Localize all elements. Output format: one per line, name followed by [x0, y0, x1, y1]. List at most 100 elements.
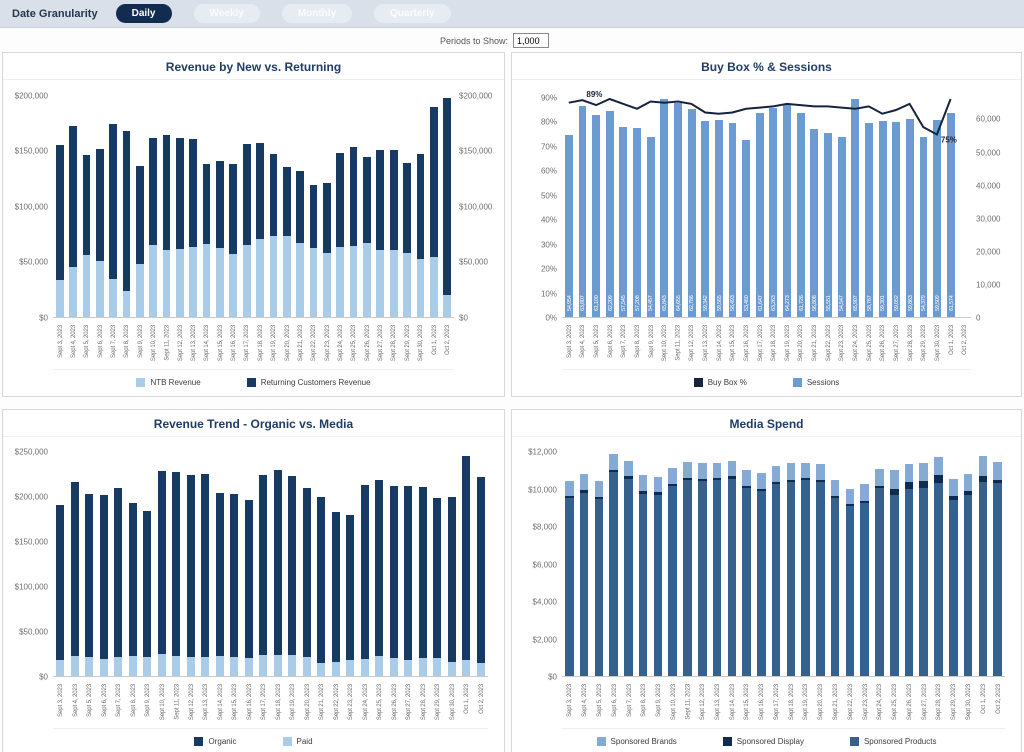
bar-segment-sponsored-display[interactable]: [889, 489, 899, 495]
bar-segment-paid[interactable]: [404, 659, 413, 676]
bar-segment-paid[interactable]: [302, 657, 311, 676]
bar-segment-ntb-revenue[interactable]: [376, 250, 385, 317]
bar-segment-sponsored-brands[interactable]: [904, 463, 914, 482]
bar-segment-organic[interactable]: [433, 497, 442, 659]
bar-segment-paid[interactable]: [172, 656, 181, 676]
legend-item[interactable]: NTB Revenue: [136, 378, 201, 387]
bar[interactable]: [114, 488, 123, 676]
bar[interactable]: [172, 471, 181, 676]
bar[interactable]: [673, 103, 682, 317]
granularity-quarterly-button[interactable]: Quarterly: [374, 4, 451, 23]
bar-segment-sponsored-brands[interactable]: [786, 463, 796, 480]
bar-segment-sponsored-brands[interactable]: [919, 462, 929, 481]
bar[interactable]: [288, 476, 297, 676]
bar-segment-sessions[interactable]: [769, 107, 778, 317]
bar-segment-sponsored-display[interactable]: [594, 497, 604, 500]
bar[interactable]: [592, 114, 601, 317]
bar-segment-ntb-revenue[interactable]: [135, 263, 144, 317]
bar[interactable]: [216, 161, 224, 317]
bar-segment-paid[interactable]: [114, 657, 123, 676]
bar-segment-returning-customers-revenue[interactable]: [69, 125, 77, 267]
bar[interactable]: [202, 163, 211, 317]
bar-segment-paid[interactable]: [157, 654, 166, 676]
bar-segment-returning-customers-revenue[interactable]: [162, 134, 171, 251]
bar-segment-sponsored-brands[interactable]: [638, 474, 648, 492]
bar-segment-paid[interactable]: [128, 656, 137, 676]
bar-segment-organic[interactable]: [128, 503, 137, 657]
bar-segment-organic[interactable]: [317, 497, 326, 663]
bar[interactable]: [934, 457, 943, 676]
bar[interactable]: [443, 98, 451, 317]
bar-segment-sponsored-brands[interactable]: [742, 470, 751, 486]
bar-segment-sponsored-products[interactable]: [624, 478, 633, 676]
bar[interactable]: [135, 165, 144, 317]
bar[interactable]: [375, 479, 384, 676]
bar[interactable]: [830, 479, 840, 676]
legend-item[interactable]: Paid: [282, 737, 313, 746]
bar-segment-paid[interactable]: [259, 655, 268, 676]
bar-segment-returning-customers-revenue[interactable]: [122, 131, 131, 292]
bar-segment-returning-customers-revenue[interactable]: [349, 147, 358, 246]
bar-segment-paid[interactable]: [201, 657, 210, 676]
bar-segment-returning-customers-revenue[interactable]: [109, 123, 117, 280]
bar[interactable]: [771, 465, 781, 676]
bar-segment-sponsored-display[interactable]: [638, 491, 648, 494]
bar[interactable]: [904, 463, 914, 676]
bar[interactable]: [609, 454, 618, 676]
bar-segment-ntb-revenue[interactable]: [349, 245, 358, 317]
bar-segment-sponsored-products[interactable]: [668, 486, 678, 676]
bar[interactable]: [189, 139, 198, 317]
bar[interactable]: [755, 113, 764, 317]
bar[interactable]: [594, 480, 604, 676]
bar[interactable]: [389, 486, 398, 676]
bar[interactable]: [714, 119, 723, 317]
bar-segment-paid[interactable]: [433, 658, 442, 676]
bar-segment-sessions[interactable]: [905, 118, 914, 317]
bar[interactable]: [701, 120, 710, 317]
bar-segment-sessions[interactable]: [810, 129, 819, 317]
bar-segment-ntb-revenue[interactable]: [202, 243, 211, 317]
bar-segment-paid[interactable]: [462, 659, 471, 676]
bar-segment-sponsored-display[interactable]: [963, 490, 973, 495]
bar-segment-paid[interactable]: [143, 657, 152, 676]
bar-segment-paid[interactable]: [186, 657, 195, 676]
bar-segment-paid[interactable]: [476, 662, 485, 676]
bar-segment-organic[interactable]: [360, 485, 369, 659]
bar[interactable]: [783, 104, 792, 317]
bar[interactable]: [201, 473, 210, 676]
bar[interactable]: [683, 461, 692, 676]
bar-segment-sponsored-products[interactable]: [875, 487, 884, 676]
bar[interactable]: [429, 107, 438, 317]
bar[interactable]: [619, 126, 628, 317]
bar-segment-sponsored-products[interactable]: [683, 480, 692, 676]
bar[interactable]: [70, 481, 79, 676]
bar-segment-sponsored-display[interactable]: [712, 478, 722, 481]
bar-segment-organic[interactable]: [215, 492, 224, 657]
bar-segment-organic[interactable]: [259, 475, 268, 656]
bar-segment-sponsored-brands[interactable]: [579, 473, 589, 491]
bar-segment-sessions[interactable]: [728, 123, 737, 317]
bar-segment-sponsored-products[interactable]: [978, 482, 988, 676]
bar-segment-organic[interactable]: [143, 510, 152, 658]
bar-segment-organic[interactable]: [476, 477, 485, 663]
bar-segment-sessions[interactable]: [946, 113, 955, 317]
bar-segment-sponsored-brands[interactable]: [757, 473, 766, 489]
bar-segment-sponsored-products[interactable]: [609, 472, 618, 676]
bar-segment-sponsored-products[interactable]: [786, 482, 796, 676]
bar-segment-paid[interactable]: [56, 659, 65, 676]
bar-segment-returning-customers-revenue[interactable]: [389, 150, 398, 251]
bar-segment-sessions[interactable]: [660, 99, 669, 317]
bar-segment-returning-customers-revenue[interactable]: [82, 154, 91, 255]
bar-segment-organic[interactable]: [172, 471, 181, 657]
bar-segment-ntb-revenue[interactable]: [189, 247, 198, 317]
bar-segment-sponsored-display[interactable]: [875, 485, 884, 488]
bar-segment-organic[interactable]: [375, 479, 384, 657]
bar-segment-ntb-revenue[interactable]: [69, 267, 77, 317]
bar[interactable]: [376, 150, 385, 317]
bar[interactable]: [565, 480, 574, 676]
bar[interactable]: [157, 470, 166, 676]
bar-segment-sessions[interactable]: [755, 113, 764, 317]
bar-segment-sponsored-display[interactable]: [934, 475, 943, 484]
bar[interactable]: [296, 171, 304, 317]
bar[interactable]: [99, 495, 108, 676]
